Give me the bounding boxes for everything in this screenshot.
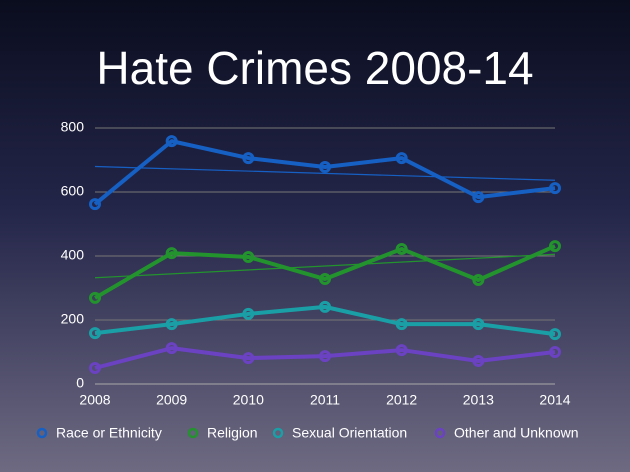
point — [549, 240, 561, 253]
point — [395, 318, 408, 331]
point — [165, 247, 178, 260]
point — [395, 152, 408, 165]
x-tick-label: 2013 — [463, 392, 494, 408]
y-tick-label: 600 — [61, 183, 85, 199]
y-tick-label: 400 — [61, 247, 85, 263]
point — [89, 198, 101, 211]
point — [89, 291, 101, 304]
point — [319, 350, 331, 363]
legend-label: Race or Ethnicity — [56, 425, 162, 441]
y-tick-label: 0 — [76, 375, 84, 391]
point — [165, 135, 178, 148]
trendline — [94, 165, 556, 181]
point — [89, 327, 101, 340]
point — [549, 328, 561, 341]
point — [242, 152, 255, 165]
trendline — [94, 253, 556, 279]
legend-label: Religion — [207, 425, 258, 441]
x-tick-label: 2008 — [79, 392, 110, 408]
series-line — [93, 244, 556, 300]
point — [319, 161, 331, 174]
series-line — [93, 139, 556, 206]
point — [472, 354, 485, 367]
y-tick-label: 800 — [61, 119, 85, 135]
point — [395, 242, 408, 255]
series-line — [94, 346, 556, 370]
point — [319, 273, 331, 286]
point — [472, 318, 485, 331]
legend-marker — [36, 427, 48, 439]
legend-marker — [434, 427, 446, 439]
legend-marker — [272, 427, 284, 439]
point — [89, 362, 101, 374]
x-tick-label: 2014 — [539, 392, 570, 408]
chart-title: Hate Crimes 2008-14 — [96, 42, 533, 94]
point — [549, 346, 561, 358]
point — [242, 307, 255, 320]
x-tick-label: 2011 — [310, 392, 340, 408]
x-tick-label: 2010 — [233, 392, 264, 408]
point — [242, 352, 255, 365]
legend-label: Other and Unknown — [454, 425, 579, 441]
x-tick-label: 2012 — [386, 392, 417, 408]
point — [165, 318, 178, 331]
x-tick-label: 2009 — [156, 392, 187, 408]
point — [472, 274, 485, 286]
point — [242, 250, 255, 263]
point — [319, 300, 331, 313]
y-tick-label: 200 — [61, 311, 85, 327]
series-line — [94, 304, 556, 337]
point — [395, 344, 408, 357]
point — [165, 342, 178, 355]
point — [472, 191, 485, 204]
point — [549, 182, 561, 195]
legend-label: Sexual Orientation — [292, 425, 407, 441]
legend-marker — [187, 427, 199, 439]
